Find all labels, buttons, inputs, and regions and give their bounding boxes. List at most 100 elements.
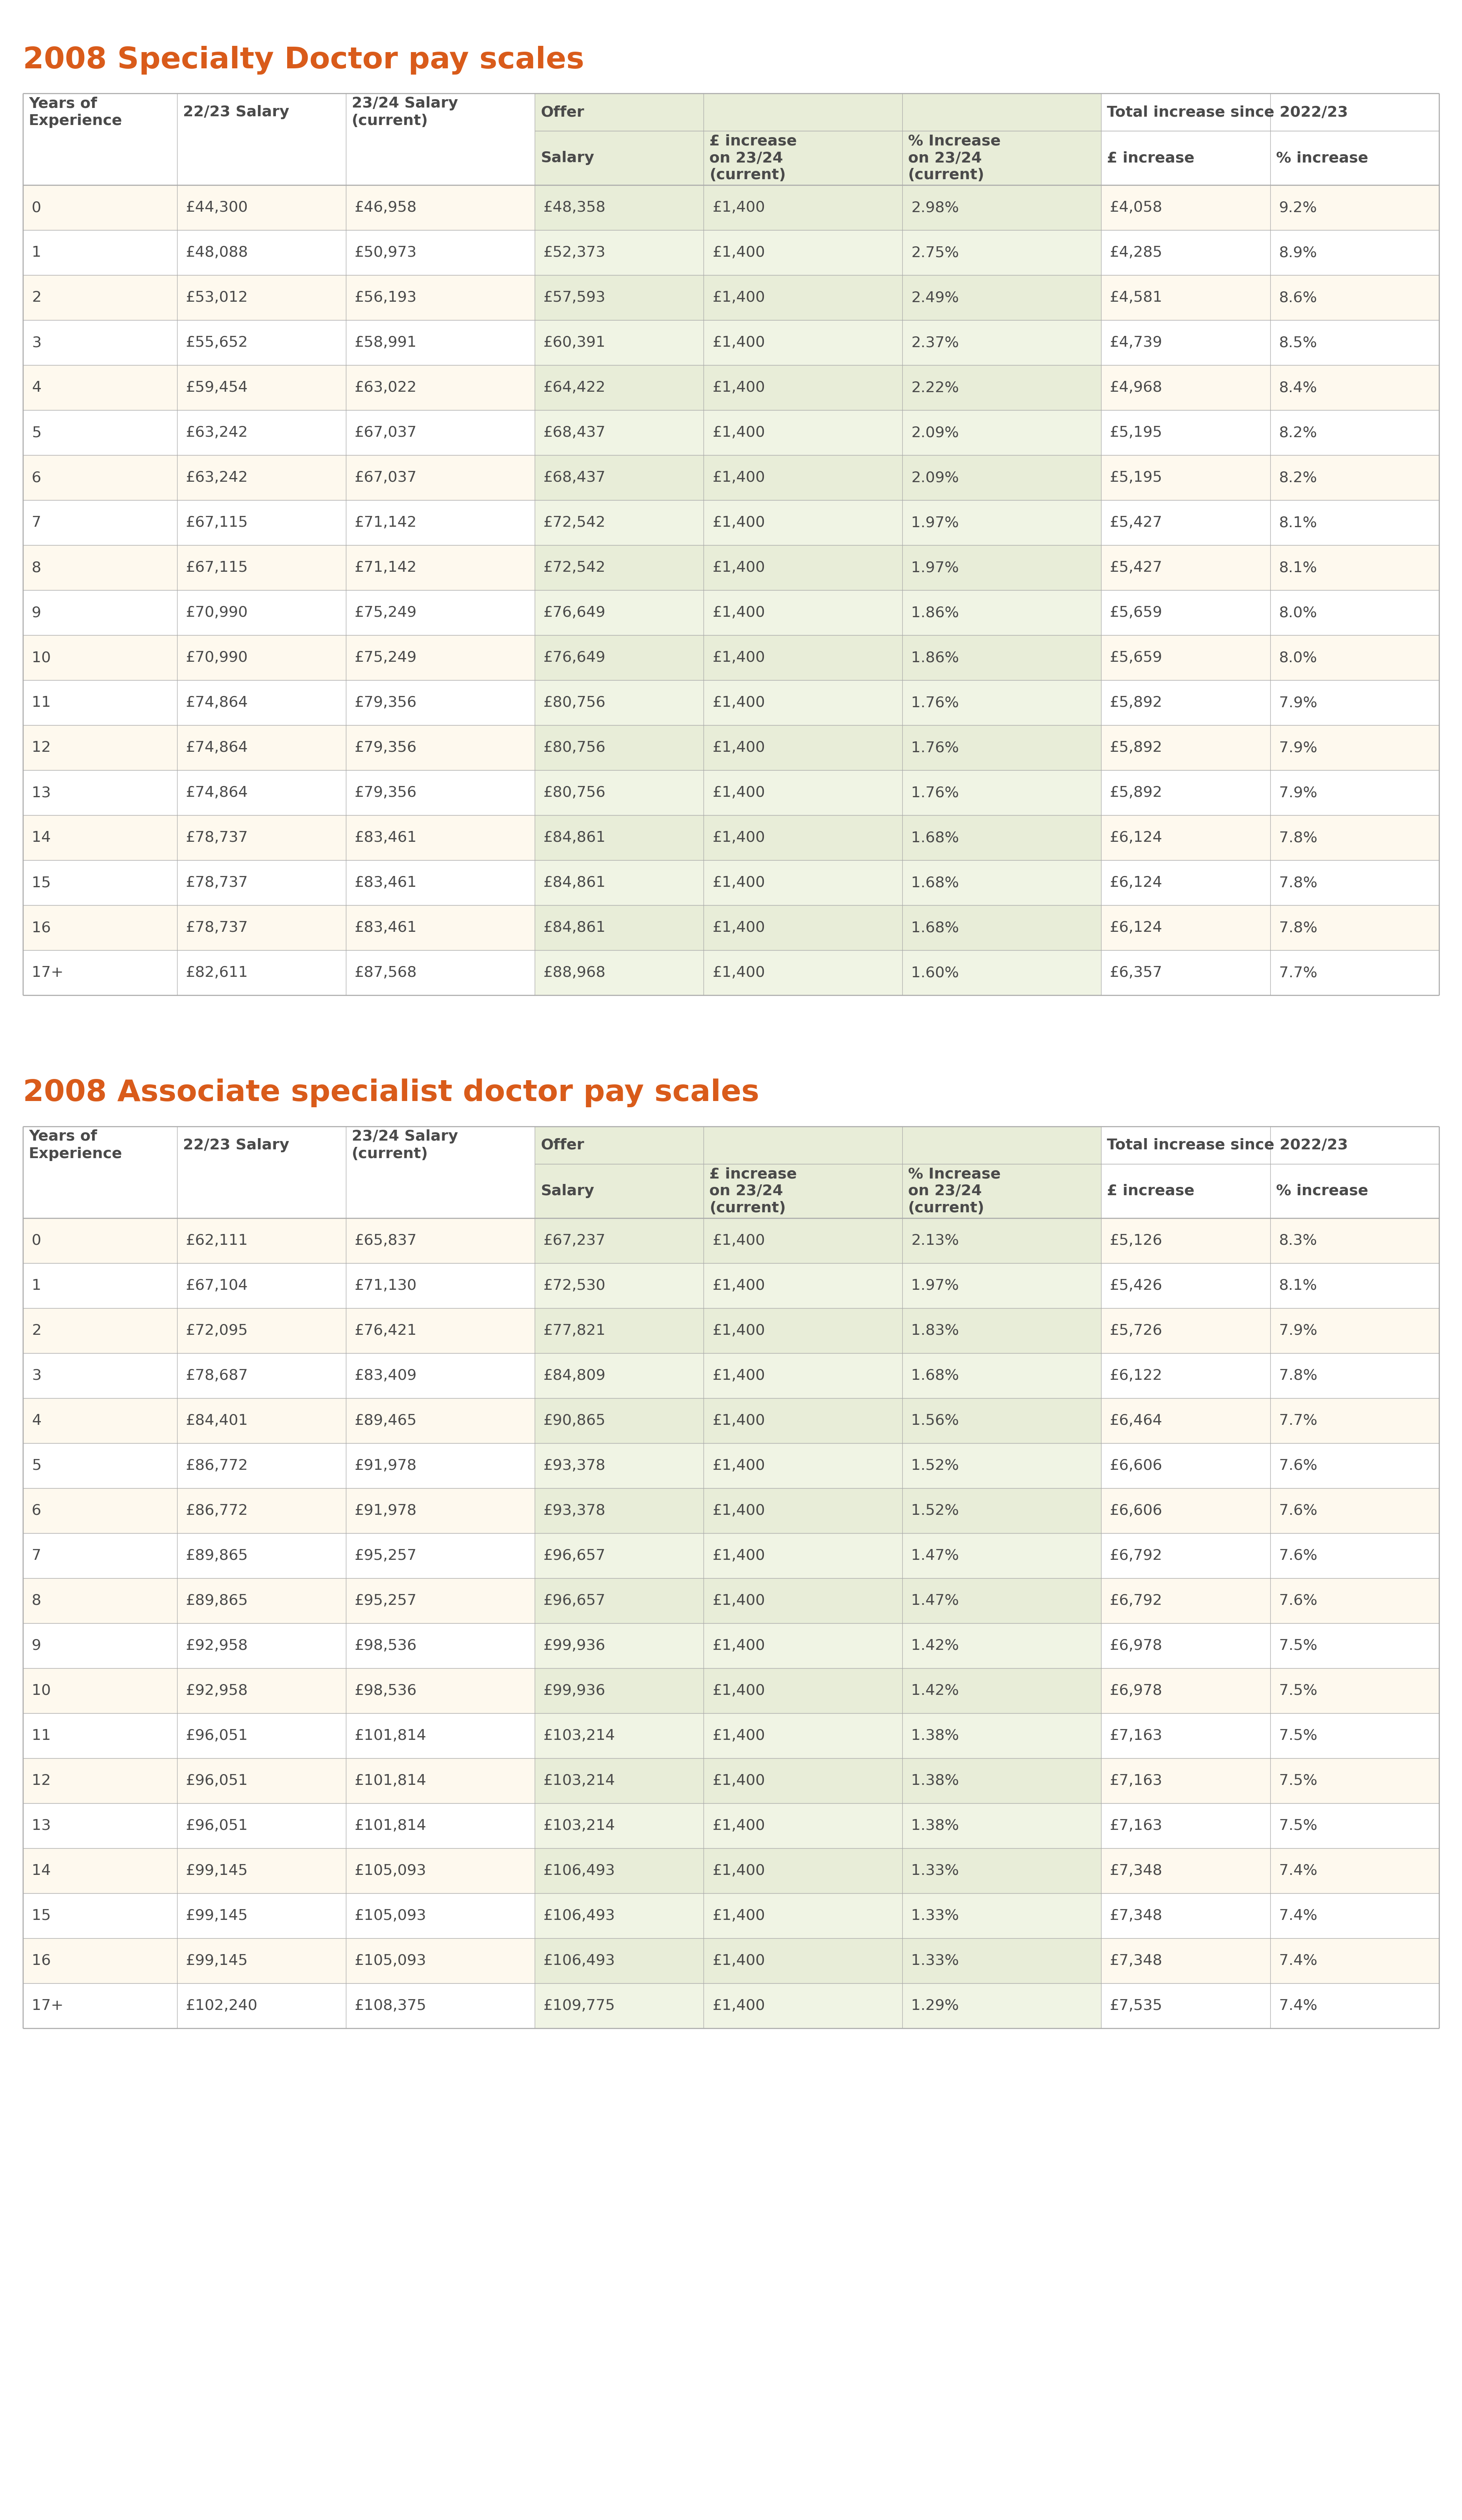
Text: 1.47%: 1.47%: [911, 1593, 959, 1608]
Bar: [902, 275, 1101, 320]
Bar: [535, 1399, 703, 1444]
Text: £108,375: £108,375: [355, 1998, 427, 2013]
Text: £96,051: £96,051: [186, 1729, 249, 1744]
Bar: [703, 950, 902, 995]
Text: £102,240: £102,240: [186, 1998, 257, 2013]
Bar: [1101, 1489, 1270, 1532]
Text: 16: 16: [32, 920, 51, 935]
Text: £64,422: £64,422: [544, 381, 605, 396]
Text: £6,792: £6,792: [1110, 1593, 1162, 1608]
Bar: [346, 726, 535, 771]
Text: £68,437: £68,437: [544, 471, 605, 484]
Bar: [177, 1714, 346, 1759]
Text: £7,535: £7,535: [1110, 1998, 1162, 2013]
Text: Offer: Offer: [541, 1139, 585, 1152]
Text: 7: 7: [32, 517, 41, 529]
Bar: [1101, 726, 1270, 771]
Text: £1,400: £1,400: [712, 1998, 765, 2013]
Bar: [902, 680, 1101, 726]
Bar: [1270, 275, 1439, 320]
Text: £5,659: £5,659: [1110, 650, 1162, 665]
Text: 2008 Specialty Doctor pay scales: 2008 Specialty Doctor pay scales: [23, 45, 585, 76]
Text: £96,657: £96,657: [544, 1593, 605, 1608]
Text: £1,400: £1,400: [712, 290, 765, 305]
Bar: [535, 544, 703, 590]
Bar: [177, 320, 346, 365]
Text: 2.22%: 2.22%: [911, 381, 959, 396]
Bar: [1270, 859, 1439, 905]
Bar: [346, 1444, 535, 1489]
Text: 11: 11: [32, 696, 51, 711]
Bar: [177, 905, 346, 950]
Text: £87,568: £87,568: [355, 965, 417, 980]
Bar: [1101, 1217, 1270, 1263]
Text: £96,657: £96,657: [544, 1547, 605, 1562]
Text: £78,737: £78,737: [186, 877, 249, 890]
Text: 1.68%: 1.68%: [911, 832, 959, 844]
Bar: [1270, 635, 1439, 680]
Bar: [902, 1217, 1101, 1263]
Text: 2.75%: 2.75%: [911, 244, 959, 260]
Text: 1.68%: 1.68%: [911, 920, 959, 935]
Bar: [535, 680, 703, 726]
Text: £7,348: £7,348: [1110, 1953, 1162, 1968]
Bar: [346, 1164, 535, 1217]
Bar: [1101, 1893, 1270, 1938]
Bar: [1270, 1714, 1439, 1759]
Bar: [346, 411, 535, 456]
Text: £101,814: £101,814: [355, 1729, 427, 1744]
Bar: [177, 1489, 346, 1532]
Bar: [1101, 1126, 1270, 1164]
Text: £1,400: £1,400: [712, 244, 765, 260]
Bar: [177, 1804, 346, 1847]
Bar: [902, 1804, 1101, 1847]
Bar: [535, 1353, 703, 1399]
Bar: [535, 726, 703, 771]
Bar: [703, 771, 902, 816]
Text: 15: 15: [32, 1908, 51, 1923]
Bar: [1270, 590, 1439, 635]
Bar: [703, 1893, 902, 1938]
Text: 23/24 Salary
(current): 23/24 Salary (current): [352, 96, 458, 129]
Text: £74,864: £74,864: [186, 696, 249, 711]
Text: £101,814: £101,814: [355, 1819, 427, 1832]
Bar: [1270, 816, 1439, 859]
Text: 8.2%: 8.2%: [1279, 471, 1317, 484]
Text: £86,772: £86,772: [186, 1459, 249, 1472]
Text: 1.83%: 1.83%: [911, 1323, 959, 1338]
Bar: [177, 1263, 346, 1308]
Bar: [902, 1444, 1101, 1489]
Text: £74,864: £74,864: [186, 786, 249, 799]
Text: £1,400: £1,400: [712, 741, 765, 756]
Text: 7.8%: 7.8%: [1279, 877, 1317, 890]
Text: £1,400: £1,400: [712, 650, 765, 665]
Text: 12: 12: [32, 1774, 51, 1787]
Text: £1,400: £1,400: [712, 1323, 765, 1338]
Bar: [703, 590, 902, 635]
Text: 9.2%: 9.2%: [1279, 202, 1317, 214]
Text: 7.4%: 7.4%: [1279, 1865, 1317, 1877]
Bar: [703, 905, 902, 950]
Text: 1.97%: 1.97%: [911, 1278, 959, 1293]
Text: 1.76%: 1.76%: [911, 696, 959, 711]
Text: 7.6%: 7.6%: [1279, 1547, 1317, 1562]
Text: 1.38%: 1.38%: [911, 1819, 959, 1832]
Text: 8.1%: 8.1%: [1279, 559, 1317, 575]
Text: 7.5%: 7.5%: [1279, 1683, 1317, 1698]
Bar: [346, 1353, 535, 1399]
Bar: [1270, 905, 1439, 950]
Bar: [1101, 1714, 1270, 1759]
Text: £ increase
on 23/24
(current): £ increase on 23/24 (current): [709, 134, 797, 181]
Bar: [1101, 1164, 1270, 1217]
Text: £95,257: £95,257: [355, 1547, 417, 1562]
Bar: [23, 1847, 177, 1893]
Text: 7.6%: 7.6%: [1279, 1593, 1317, 1608]
Text: £109,775: £109,775: [544, 1998, 616, 2013]
Text: £1,400: £1,400: [712, 517, 765, 529]
Text: £6,464: £6,464: [1110, 1414, 1162, 1429]
Text: 7.4%: 7.4%: [1279, 1953, 1317, 1968]
Text: 7.8%: 7.8%: [1279, 920, 1317, 935]
Text: £80,756: £80,756: [544, 741, 605, 756]
Text: 8.9%: 8.9%: [1279, 244, 1317, 260]
Bar: [1270, 1164, 1439, 1217]
